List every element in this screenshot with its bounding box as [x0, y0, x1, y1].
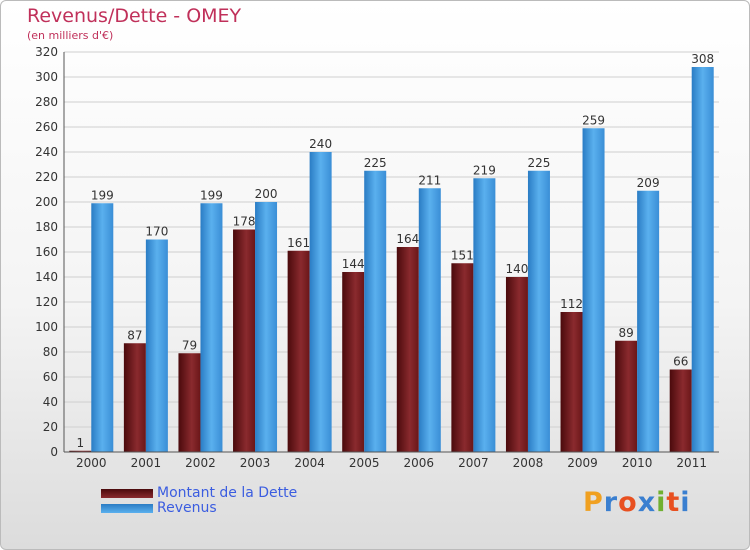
- bar-debt: [287, 250, 310, 452]
- x-tick-label: 2001: [131, 456, 162, 470]
- x-tick-label: 2002: [185, 456, 216, 470]
- y-tick-label: 320: [35, 45, 58, 59]
- chart-title: Revenus/Dette - OMEY: [27, 5, 242, 27]
- bar-debt: [560, 312, 583, 452]
- x-tick-label: 2011: [676, 456, 707, 470]
- data-label-revenue: 225: [528, 156, 551, 170]
- bar-debt: [451, 263, 474, 452]
- data-label-revenue: 200: [255, 187, 278, 201]
- logo-letter: i: [656, 487, 667, 518]
- logo-letter: i: [680, 487, 691, 518]
- bar-debt: [342, 272, 365, 452]
- bar-revenue: [309, 152, 332, 452]
- bar-debt: [669, 369, 692, 452]
- data-label-revenue: 199: [200, 188, 223, 202]
- data-label-revenue: 240: [309, 137, 332, 151]
- data-label-debt: 112: [560, 297, 583, 311]
- y-tick-label: 280: [35, 95, 58, 109]
- legend-swatch-debt: [101, 489, 153, 498]
- bar-revenue: [91, 203, 114, 452]
- bar-debt: [178, 353, 201, 452]
- data-label-revenue: 225: [364, 156, 387, 170]
- y-tick-label: 240: [35, 145, 58, 159]
- y-tick-label: 20: [43, 420, 58, 434]
- data-label-debt: 144: [342, 257, 365, 271]
- x-tick-label: 2005: [349, 456, 380, 470]
- data-label-debt: 87: [127, 328, 142, 342]
- bar-debt: [396, 247, 419, 452]
- data-label-revenue: 170: [145, 225, 168, 239]
- x-tick-label: 2007: [458, 456, 489, 470]
- legend-label-debt: Montant de la Dette: [157, 485, 298, 501]
- data-label-debt: 140: [506, 262, 529, 276]
- logo-letter: P: [583, 487, 604, 518]
- logo-letter: r: [603, 487, 619, 518]
- y-tick-label: 0: [50, 445, 58, 459]
- data-label-revenue: 211: [418, 173, 441, 187]
- x-tick-label: 2006: [404, 456, 435, 470]
- data-label-revenue: 199: [91, 188, 114, 202]
- x-tick-label: 2004: [294, 456, 325, 470]
- legend-swatch-revenue: [101, 504, 153, 513]
- bar-revenue: [691, 67, 714, 452]
- y-tick-label: 100: [35, 320, 58, 334]
- x-tick-label: 2009: [567, 456, 598, 470]
- bar-revenue: [200, 203, 223, 452]
- y-tick-label: 80: [43, 345, 58, 359]
- y-tick-label: 180: [35, 220, 58, 234]
- bar-revenue: [637, 190, 660, 452]
- data-label-revenue: 308: [691, 52, 714, 66]
- bar-revenue: [527, 170, 550, 452]
- y-tick-label: 160: [35, 245, 58, 259]
- bar-revenue: [582, 128, 605, 452]
- axes: 0 20 40 60 80 100 120 140 160 180 200 220 240 260 280 3…: [35, 45, 719, 470]
- gridlines: [64, 51, 719, 453]
- x-tick-label: 2010: [622, 456, 653, 470]
- bar-revenue: [364, 170, 387, 452]
- data-label-debt: 1: [76, 436, 84, 450]
- data-label-debt: 89: [618, 326, 633, 340]
- bar-debt: [615, 340, 638, 452]
- y-tick-label: 260: [35, 120, 58, 134]
- data-label-revenue: 209: [637, 176, 660, 190]
- data-label-revenue: 219: [473, 163, 496, 177]
- bar-debt: [123, 343, 146, 452]
- bar-revenue: [255, 202, 278, 452]
- logo-letter: t: [666, 487, 681, 518]
- y-tick-label: 300: [35, 70, 58, 84]
- bar-debt: [233, 229, 256, 452]
- x-tick-label: 2003: [240, 456, 271, 470]
- bar-revenue: [418, 188, 441, 452]
- y-tick-label: 120: [35, 295, 58, 309]
- logo-letter: x: [637, 487, 657, 518]
- logo-letter: o: [618, 487, 638, 518]
- data-label-debt: 178: [233, 215, 256, 229]
- y-tick-label: 140: [35, 270, 58, 284]
- legend-label-revenue: Revenus: [157, 500, 217, 516]
- data-label-revenue: 259: [582, 113, 605, 127]
- data-label-debt: 164: [396, 232, 419, 246]
- bar-revenue: [145, 239, 168, 452]
- x-tick-label: 2008: [513, 456, 544, 470]
- data-label-debt: 161: [287, 236, 310, 250]
- data-label-debt: 66: [673, 355, 688, 369]
- proxiti-logo: Proxiti: [583, 487, 691, 518]
- y-tick-label: 200: [35, 195, 58, 209]
- y-tick-label: 60: [43, 370, 58, 384]
- data-label-debt: 79: [182, 338, 197, 352]
- y-tick-label: 40: [43, 395, 58, 409]
- bar-debt: [69, 450, 92, 452]
- y-tick-label: 220: [35, 170, 58, 184]
- x-tick-label: 2000: [76, 456, 107, 470]
- bar-revenue: [473, 178, 496, 452]
- data-labels: 1 199 87 170 79 199 178 200 161 240 144 225 164 211 15…: [76, 52, 714, 450]
- bars: [69, 67, 714, 452]
- data-label-debt: 151: [451, 248, 474, 262]
- chart-subtitle: (en milliers d'€): [27, 29, 114, 42]
- bar-debt: [505, 277, 528, 452]
